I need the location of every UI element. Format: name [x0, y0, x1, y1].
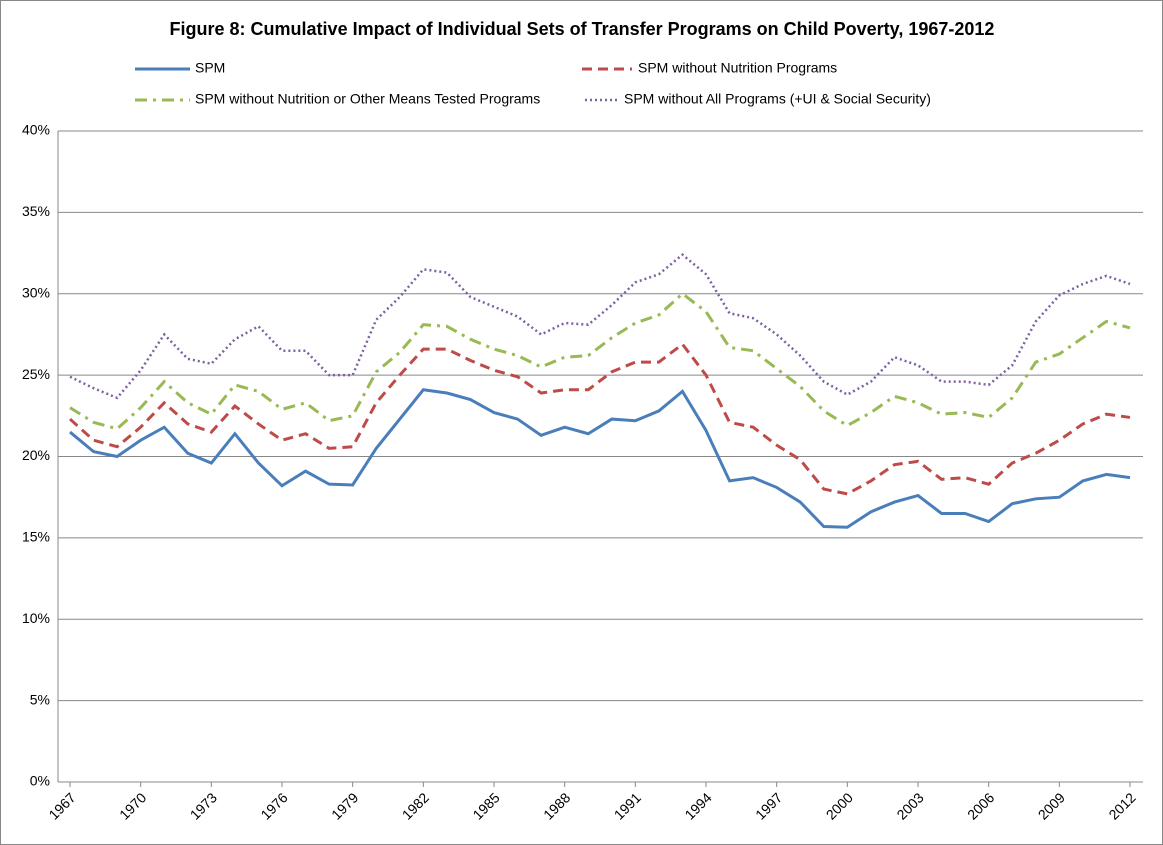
y-tick-label: 40% — [22, 122, 50, 138]
y-tick-label: 20% — [22, 447, 50, 463]
legend-label: SPM — [195, 60, 225, 76]
series-line — [68, 342, 1131, 496]
legend-label: SPM without All Programs (+UI & Social S… — [624, 91, 931, 107]
series-line — [69, 253, 1131, 400]
y-tick-label: 0% — [30, 773, 50, 789]
series-line — [69, 291, 1131, 431]
y-tick-label: 35% — [22, 203, 50, 219]
y-tick-label: 5% — [30, 691, 50, 707]
legend-label: SPM without Nutrition or Other Means Tes… — [195, 91, 540, 107]
chart-title: Figure 8: Cumulative Impact of Individua… — [170, 19, 995, 39]
y-tick-label: 30% — [22, 284, 50, 300]
y-tick-label: 10% — [22, 610, 50, 626]
y-tick-label: 25% — [22, 366, 50, 382]
y-tick-label: 15% — [22, 529, 50, 545]
legend-label: SPM without Nutrition Programs — [638, 60, 837, 76]
series-line — [69, 388, 1131, 529]
